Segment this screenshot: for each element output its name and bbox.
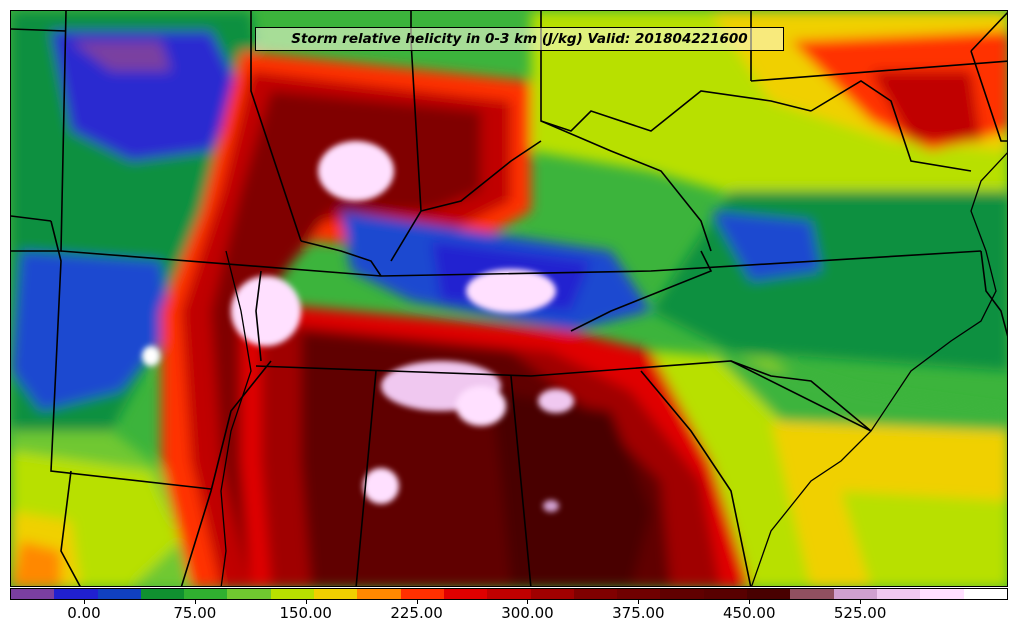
colorbar-tick-mark	[83, 600, 85, 604]
colorbar-segment	[617, 589, 661, 599]
high-helicity-cores	[142, 141, 574, 512]
map-title: Storm relative helicity in 0-3 km (J/kg)…	[255, 27, 784, 51]
colorbar-segment	[963, 589, 1007, 599]
colorbar-tick-label: 525.00	[833, 604, 887, 622]
colorbar-segment	[227, 589, 271, 599]
colorbar-segment	[747, 589, 791, 599]
colorbar-segment	[790, 589, 834, 599]
colorbar-segment	[703, 589, 748, 599]
helicity-map	[11, 11, 1007, 586]
colorbar-segment	[487, 589, 531, 599]
map-panel: Storm relative helicity in 0-3 km (J/kg)…	[10, 10, 1008, 587]
coastline	[751, 152, 1007, 586]
colorbar-segment	[660, 589, 704, 599]
colorbar-tick-label: 0.00	[67, 604, 101, 622]
state-boundaries	[11, 11, 1007, 586]
colorbar-tick-mark	[749, 600, 751, 604]
colorbar-tick-label: 75.00	[173, 604, 217, 622]
colorbar-segment	[54, 589, 98, 599]
colorbar-tick-mark	[527, 600, 529, 604]
river-boundary	[220, 250, 252, 586]
colorbar-tick-label: 450.00	[723, 604, 776, 622]
colorbar-segment	[314, 589, 358, 599]
colorbar-segment	[920, 589, 964, 599]
colorbar-segment	[11, 589, 55, 599]
colorbar	[10, 588, 1008, 600]
colorbar-tick-label: 300.00	[501, 604, 554, 622]
colorbar-segment	[270, 589, 315, 599]
colorbar-segment	[573, 589, 618, 599]
colorbar-segment	[833, 589, 877, 599]
colorbar-segment	[530, 589, 574, 599]
colorbar-segment	[97, 589, 141, 599]
colorbar-segment	[357, 589, 401, 599]
colorbar-tick-mark	[860, 600, 862, 604]
colorbar-tick-mark	[194, 600, 196, 604]
colorbar-tick-mark	[638, 600, 640, 604]
colorbar-tick-mark	[416, 600, 418, 604]
helicity-field	[11, 11, 1007, 586]
colorbar-tick-label: 150.00	[279, 604, 332, 622]
colorbar-segment	[400, 589, 444, 599]
colorbar-segment	[140, 589, 185, 599]
colorbar-segment	[184, 589, 228, 599]
colorbar-segment	[443, 589, 488, 599]
colorbar-tick-mark	[305, 600, 307, 604]
colorbar-tick-label: 375.00	[612, 604, 665, 622]
colorbar-tick-label: 225.00	[390, 604, 443, 622]
colorbar-ticks: 0.00 75.00 150.00 225.00 300.00 375.00 450.00 5…	[10, 600, 1008, 630]
colorbar-segment	[876, 589, 921, 599]
